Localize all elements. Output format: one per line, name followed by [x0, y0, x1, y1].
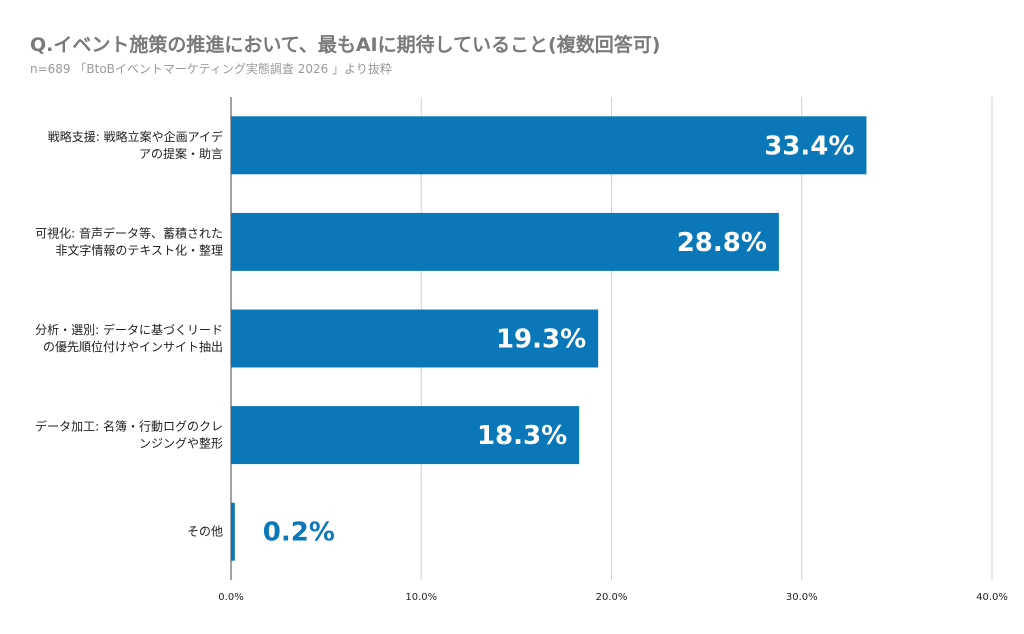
bar	[231, 309, 599, 368]
bar	[231, 212, 779, 271]
bar	[231, 116, 867, 175]
x-tick-label: 30.0%	[786, 592, 818, 603]
chart-subtitle: n=689 「BtoBイベントマーケティング実態調査 2026 」より抜粋	[30, 62, 392, 76]
category-label: ンジングや整形	[139, 436, 223, 451]
value-label: 19.3%	[496, 325, 586, 355]
category-label: 戦略支援: 戦略立案や企画アイデ	[48, 129, 223, 144]
value-label: 18.3%	[477, 421, 567, 451]
x-tick-label: 10.0%	[405, 592, 437, 603]
x-tick-label: 40.0%	[976, 592, 1008, 603]
category-label: 非文字情報のテキスト化・整理	[55, 242, 223, 257]
category-label: 分析・選別: データに基づくリード	[35, 322, 223, 337]
chart-title: Q.イベント施策の推進において、最もAIに期待していること(複数回答可)	[30, 34, 661, 56]
category-label: データ加工: 名簿・行動ログのクレ	[35, 419, 223, 434]
value-label: 28.8%	[677, 228, 767, 258]
x-tick-label: 0.0%	[218, 592, 243, 603]
value-label: 0.2%	[263, 518, 335, 548]
category-label: 可視化: 音声データ等、蓄積された	[35, 225, 223, 240]
value-label: 33.4%	[764, 131, 854, 161]
x-tick-label: 20.0%	[596, 592, 628, 603]
category-label: その他	[187, 525, 223, 539]
category-label: の優先順位付けやインサイト抽出	[43, 339, 223, 354]
category-label: アの提案・助言	[139, 146, 223, 161]
bar	[231, 406, 580, 465]
bar	[231, 502, 235, 561]
